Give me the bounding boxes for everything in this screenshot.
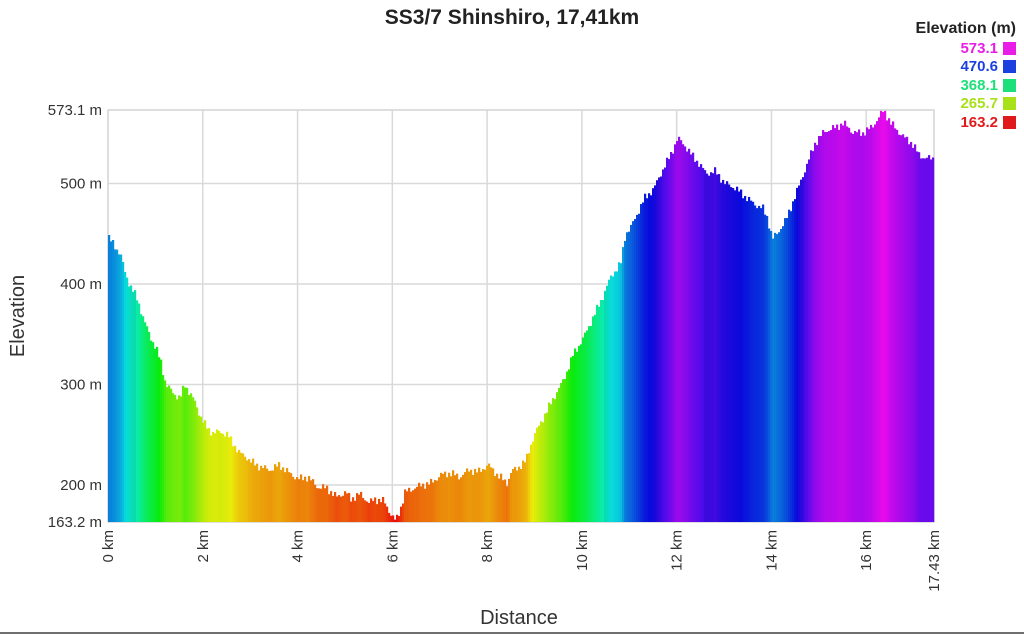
y-axis-ticks: 163.2 m 200 m 300 m 400 m 500 m 573.1 m: [48, 102, 102, 531]
x-tick-label: 0 km: [100, 530, 117, 563]
x-axis-label: Distance: [480, 607, 558, 629]
y-tick-label: 200 m: [60, 477, 102, 494]
legend-swatch: [1003, 97, 1016, 111]
legend-value: 163.2: [960, 113, 998, 131]
legend-value: 265.7: [960, 95, 998, 113]
bottom-border: [0, 632, 1024, 634]
y-tick-label: 300 m: [60, 376, 102, 393]
x-tick-label: 14 km: [763, 530, 780, 571]
legend-title: Elevation (m): [915, 20, 1016, 37]
x-tick-label: 4 km: [290, 530, 307, 563]
y-tick-label: 163.2 m: [48, 514, 102, 531]
legend-swatch: [1003, 78, 1016, 92]
x-tick-label: 17.43 km: [926, 530, 943, 592]
x-tick-label: 6 km: [384, 530, 401, 563]
legend-entry: 573.1: [876, 39, 1016, 58]
legend-value: 470.6: [960, 58, 998, 76]
x-tick-label: 2 km: [195, 530, 212, 563]
x-tick-label: 10 km: [574, 530, 591, 571]
legend-entry: 470.6: [876, 58, 1016, 77]
elevation-legend: Elevation (m) 573.1 470.6 368.1 265.7 16…: [876, 20, 1016, 132]
legend-swatch: [1003, 60, 1016, 74]
x-tick-label: 12 km: [669, 530, 686, 571]
legend-entry: 265.7: [876, 95, 1016, 114]
x-axis-ticks: 0 km 2 km 4 km 6 km 8 km 10 km 12 km 14 km 16 km…: [100, 530, 943, 592]
x-tick-label: 16 km: [858, 530, 875, 571]
y-tick-label: 400 m: [60, 276, 102, 293]
chart-title: SS3/7 Shinshiro, 17,41km: [384, 6, 640, 29]
legend-swatch: [1003, 115, 1016, 129]
legend-value: 573.1: [960, 39, 998, 57]
elevation-area: [108, 110, 935, 523]
x-tick-label: 8 km: [479, 530, 496, 563]
y-axis-label: Elevation: [7, 275, 29, 357]
legend-value: 368.1: [960, 76, 998, 94]
y-tick-label: 573.1 m: [48, 102, 102, 119]
legend-entry: 163.2: [876, 113, 1016, 132]
legend-entry: 368.1: [876, 76, 1016, 95]
y-tick-label: 500 m: [60, 175, 102, 192]
legend-swatch: [1003, 41, 1016, 55]
